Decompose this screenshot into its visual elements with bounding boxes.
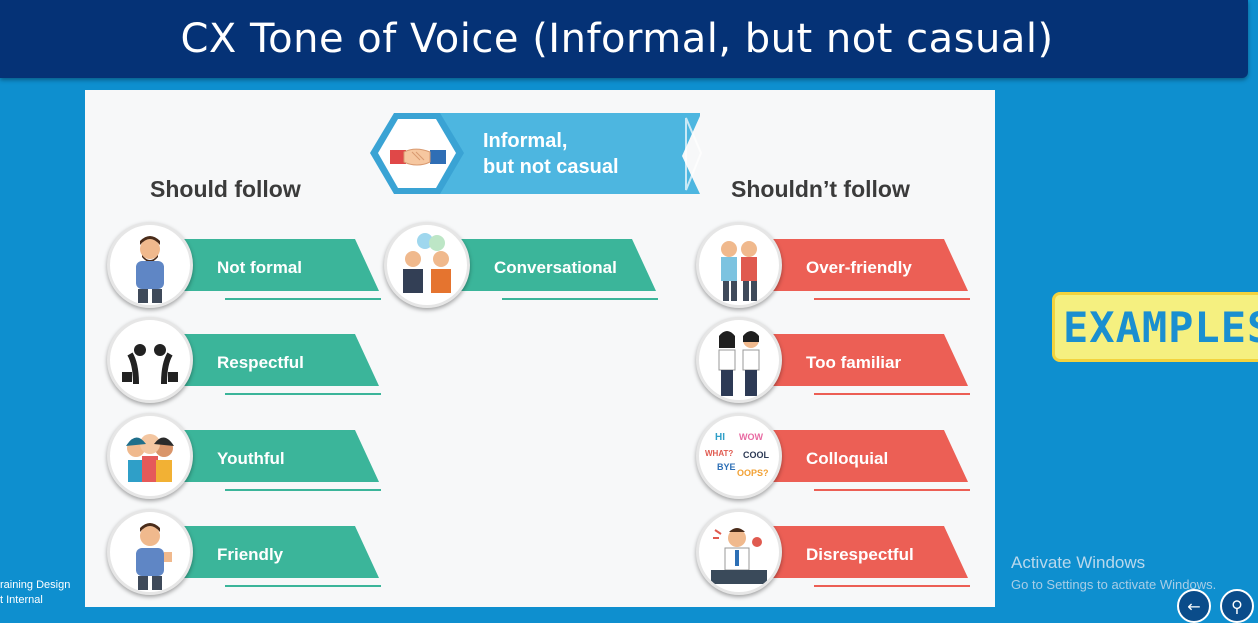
- search-icon: ⚲: [1231, 596, 1243, 616]
- banner-line-2: but not casual: [483, 156, 619, 178]
- should-item-label: Youthful: [217, 449, 285, 468]
- buddies-icon: [696, 222, 782, 308]
- shouting-man-icon: [696, 509, 782, 595]
- center-banner: Informal, but not casual: [370, 108, 705, 198]
- handshake-icon: [370, 108, 462, 198]
- banner-line-1: Informal,: [483, 130, 568, 152]
- ribbon: [754, 526, 970, 587]
- slang-word: OOPS?: [737, 468, 769, 478]
- shouldnt-item-label: Colloquial: [806, 449, 889, 468]
- shouldnt-item: Too familiar: [696, 317, 971, 407]
- search-button[interactable]: ⚲: [1220, 589, 1254, 623]
- footer-line-1: raining Design: [0, 579, 71, 591]
- should-item-label: Respectful: [217, 353, 304, 372]
- ribbon: [754, 430, 970, 491]
- slang-word: WOW: [739, 432, 763, 442]
- ribbon: [165, 239, 381, 300]
- should-item: Youthful: [107, 413, 382, 503]
- shouldnt-item: Disrespectful: [696, 509, 971, 599]
- shouldnt-item: Over-friendly: [696, 222, 971, 312]
- shouldnt-item: HI WOW WHAT? COOL BYE OOPS? Colloquial: [696, 413, 971, 503]
- holding-hands-icon: [696, 317, 782, 403]
- examples-button[interactable]: EXAMPLES: [1052, 292, 1258, 362]
- activate-windows-subtitle: Go to Settings to activate Windows.: [1011, 577, 1217, 592]
- ribbon: [442, 239, 658, 300]
- examples-button-label: EXAMPLES: [1063, 302, 1258, 352]
- casual-man-icon: [107, 222, 193, 308]
- should-follow-heading: Should follow: [150, 176, 301, 202]
- ribbon: [165, 526, 381, 587]
- young-group-icon: [107, 413, 193, 499]
- banner-text: Informal, but not casual: [483, 128, 619, 180]
- shouldnt-follow-heading: Shouldn’t follow: [731, 176, 910, 202]
- bowing-businessmen-icon: [107, 317, 193, 403]
- middle-item: Conversational: [384, 222, 659, 312]
- two-people-chat-icon: [384, 222, 470, 308]
- ribbon: [165, 334, 381, 395]
- slang-word: COOL: [743, 450, 770, 460]
- shouldnt-item-label: Too familiar: [806, 353, 902, 372]
- should-item: Respectful: [107, 317, 382, 407]
- shouldnt-item-label: Over-friendly: [806, 258, 912, 277]
- activate-windows-title: Activate Windows: [1011, 553, 1146, 572]
- ribbon: [165, 430, 381, 491]
- title-bar: CX Tone of Voice (Informal, but not casu…: [0, 0, 1248, 78]
- previous-button[interactable]: ←: [1177, 589, 1211, 623]
- ribbon: [754, 239, 970, 300]
- slang-word: BYE: [717, 462, 736, 472]
- slang-words-icon: HI WOW WHAT? COOL BYE OOPS?: [696, 413, 782, 499]
- footer-line-2: t Internal: [0, 594, 43, 606]
- should-item-label: Not formal: [217, 258, 302, 277]
- should-item-label: Friendly: [217, 545, 284, 564]
- should-item: Not formal: [107, 222, 382, 312]
- shouldnt-item-label: Disrespectful: [806, 545, 914, 564]
- slang-word: HI: [715, 432, 725, 443]
- back-arrow-icon: ←: [1187, 596, 1201, 616]
- should-item: Friendly: [107, 509, 382, 599]
- slang-word: WHAT?: [705, 449, 733, 458]
- middle-item-label: Conversational: [494, 258, 617, 277]
- slide-image: Informal, but not casual Should follow S…: [85, 90, 995, 607]
- page-title: CX Tone of Voice (Informal, but not casu…: [180, 16, 1054, 62]
- ribbon: [754, 334, 970, 395]
- thumbs-up-man-icon: [107, 509, 193, 595]
